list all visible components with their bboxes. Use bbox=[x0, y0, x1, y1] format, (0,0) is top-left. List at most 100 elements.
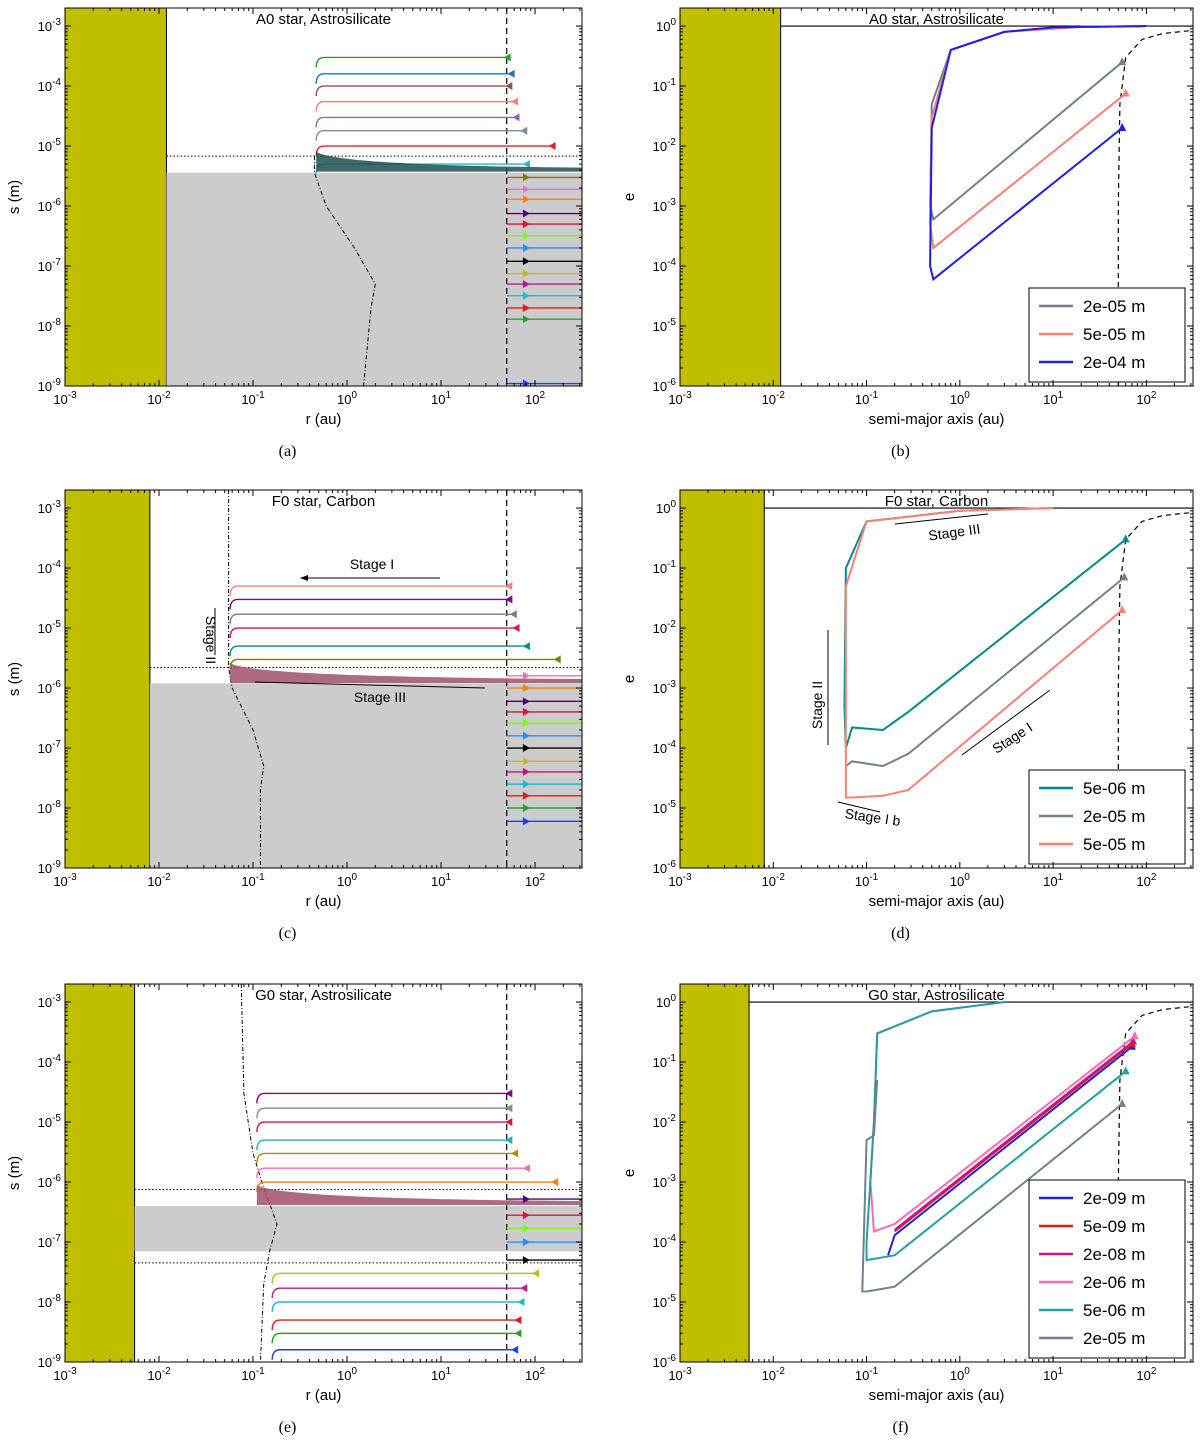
trajectory-start-marker bbox=[511, 97, 519, 106]
unbound-grey-band bbox=[166, 172, 582, 386]
annotation-stage-i: Stage I bbox=[350, 556, 394, 572]
annotation-stage-i-b: Stage I b bbox=[844, 805, 902, 829]
stage-i-b-arrow bbox=[837, 801, 881, 813]
x-tick-label: 101 bbox=[431, 872, 451, 889]
annotation-stage-iii: Stage III bbox=[354, 689, 406, 705]
x-tick-label: 10-3 bbox=[53, 390, 77, 407]
trajectory-start-marker bbox=[511, 1149, 519, 1158]
pileup-region bbox=[316, 151, 582, 172]
trajectory-start-marker bbox=[522, 767, 530, 776]
panel-caption: (f) bbox=[893, 1419, 909, 1436]
trajectory-start-marker bbox=[505, 582, 513, 591]
x-tick-label: 100 bbox=[337, 390, 357, 407]
annotation-stage-ii: Stage II bbox=[203, 616, 219, 664]
y-tick-label: 10-5 bbox=[38, 1113, 62, 1130]
panel-e: 10-3 10-2 10-1 100 101 102 10-9 10-8 10-7 10-6 10-… bbox=[6, 983, 583, 1436]
trajectory-line bbox=[229, 598, 509, 610]
y-axis-label: e bbox=[621, 1169, 638, 1177]
legend-label: 2e-05 m bbox=[1083, 297, 1145, 316]
legend-box bbox=[1028, 1179, 1186, 1359]
trajectory-line bbox=[271, 1319, 518, 1331]
x-tick-label: 100 bbox=[950, 872, 970, 889]
trajectory-start-marker bbox=[522, 291, 530, 300]
trajectory-start-marker bbox=[522, 1238, 530, 1247]
trajectory-start-marker bbox=[522, 269, 530, 278]
x-axis-label: semi-major axis (au) bbox=[869, 1387, 1005, 1404]
trajectory-start-marker bbox=[522, 791, 530, 800]
trajectory-start-marker bbox=[522, 757, 530, 766]
trajectory-line bbox=[229, 627, 516, 639]
trajectory-start-marker bbox=[522, 185, 530, 194]
series-line bbox=[844, 507, 1123, 799]
x-tick-label: 10-3 bbox=[668, 390, 692, 407]
panel-a: 10-3 10-2 10-1 100 101 102 10-9 10-8 10-7 10-6 10-… bbox=[6, 7, 583, 460]
x-tick-label: 10-2 bbox=[762, 872, 786, 889]
trajectory-start-marker bbox=[514, 1316, 522, 1325]
x-tick-label: 102 bbox=[525, 1366, 545, 1383]
panel-caption: (c) bbox=[279, 925, 297, 942]
star-region bbox=[65, 8, 167, 386]
panel-caption: (b) bbox=[891, 443, 910, 460]
trajectory-start-marker bbox=[522, 1195, 530, 1204]
trajectory-line bbox=[256, 1152, 515, 1164]
y-tick-label: 10-2 bbox=[653, 619, 677, 636]
series-start-marker bbox=[1121, 88, 1130, 97]
x-tick-label: 10-2 bbox=[147, 390, 171, 407]
trajectory-start-marker bbox=[522, 160, 530, 169]
x-tick-label: 100 bbox=[337, 1366, 357, 1383]
panel-title: F0 star, Carbon bbox=[272, 493, 375, 510]
y-tick-label: 10-9 bbox=[38, 859, 62, 876]
trajectory-line bbox=[229, 585, 509, 597]
annotation-stage-i: Stage I bbox=[989, 719, 1035, 757]
trajectory-start-marker bbox=[520, 126, 528, 135]
star-region bbox=[680, 8, 782, 386]
panel-title: G0 star, Astrosilicate bbox=[255, 987, 392, 1004]
series-line bbox=[887, 1045, 1133, 1256]
y-tick-label: 10-1 bbox=[653, 1053, 677, 1070]
trajectory-start-marker bbox=[522, 220, 530, 229]
series-start-marker bbox=[1130, 1031, 1139, 1040]
trajectory-start-marker bbox=[522, 684, 530, 693]
trajectory-start-marker bbox=[505, 595, 513, 604]
stage-iii-arrow bbox=[254, 681, 486, 689]
y-tick-label: 10-4 bbox=[653, 1233, 677, 1250]
y-tick-label: 10-8 bbox=[38, 1293, 62, 1310]
panel-title: A0 star, Astrosilicate bbox=[256, 11, 391, 28]
x-tick-label: 10-1 bbox=[241, 390, 265, 407]
plot-area bbox=[65, 984, 582, 1362]
trajectory-start-marker bbox=[522, 671, 530, 680]
trajectory-start-marker bbox=[507, 69, 515, 78]
trajectory-start-marker bbox=[517, 1298, 525, 1307]
annotation-stage-ii: Stage II bbox=[809, 681, 825, 729]
trajectory-line bbox=[271, 1301, 521, 1313]
trajectory-start-marker bbox=[522, 817, 530, 826]
trajectory-line bbox=[229, 613, 513, 625]
panel-f: 2e-09 m 5e-09 m 2e-08 m 2e-06 m 5e-06 m 2e-05… bbox=[621, 983, 1194, 1436]
y-tick-label: 100 bbox=[656, 993, 676, 1010]
axes-frame bbox=[679, 7, 1194, 387]
x-tick-label: 101 bbox=[1043, 390, 1063, 407]
y-tick-label: 10-2 bbox=[653, 1113, 677, 1130]
plot-area bbox=[680, 8, 1193, 386]
legend-label: 2e-05 m bbox=[1083, 1329, 1145, 1348]
series-line bbox=[929, 25, 1147, 222]
annotation-stage-iii: Stage III bbox=[927, 520, 981, 543]
y-tick-label: 10-5 bbox=[653, 317, 677, 334]
y-axis-label: s (m) bbox=[6, 1156, 23, 1190]
panel-caption: (e) bbox=[279, 1419, 297, 1436]
y-tick-label: 10-3 bbox=[653, 1173, 677, 1190]
axes-frame bbox=[679, 489, 1194, 869]
y-tick-label: 10-7 bbox=[38, 257, 62, 274]
plot-area bbox=[65, 490, 582, 868]
trajectory-line bbox=[256, 1139, 509, 1151]
y-tick-label: 10-3 bbox=[653, 197, 677, 214]
x-axis-label: r (au) bbox=[306, 1387, 342, 1404]
panel-b: 2e-05 m 5e-05 m 2e-04 m 10-3 10-2 10-1 100 101 1… bbox=[621, 7, 1194, 460]
x-tick-label: 10-3 bbox=[53, 872, 77, 889]
panel-c: Stage I Stage II Stage III 10-3 10-2 10-1 100 1… bbox=[6, 489, 583, 942]
periastron-dashed-curve bbox=[1117, 1005, 1193, 1362]
trajectory-start-marker bbox=[505, 1136, 513, 1145]
trajectory-line bbox=[315, 100, 515, 112]
trajectory-start-marker bbox=[512, 113, 520, 122]
